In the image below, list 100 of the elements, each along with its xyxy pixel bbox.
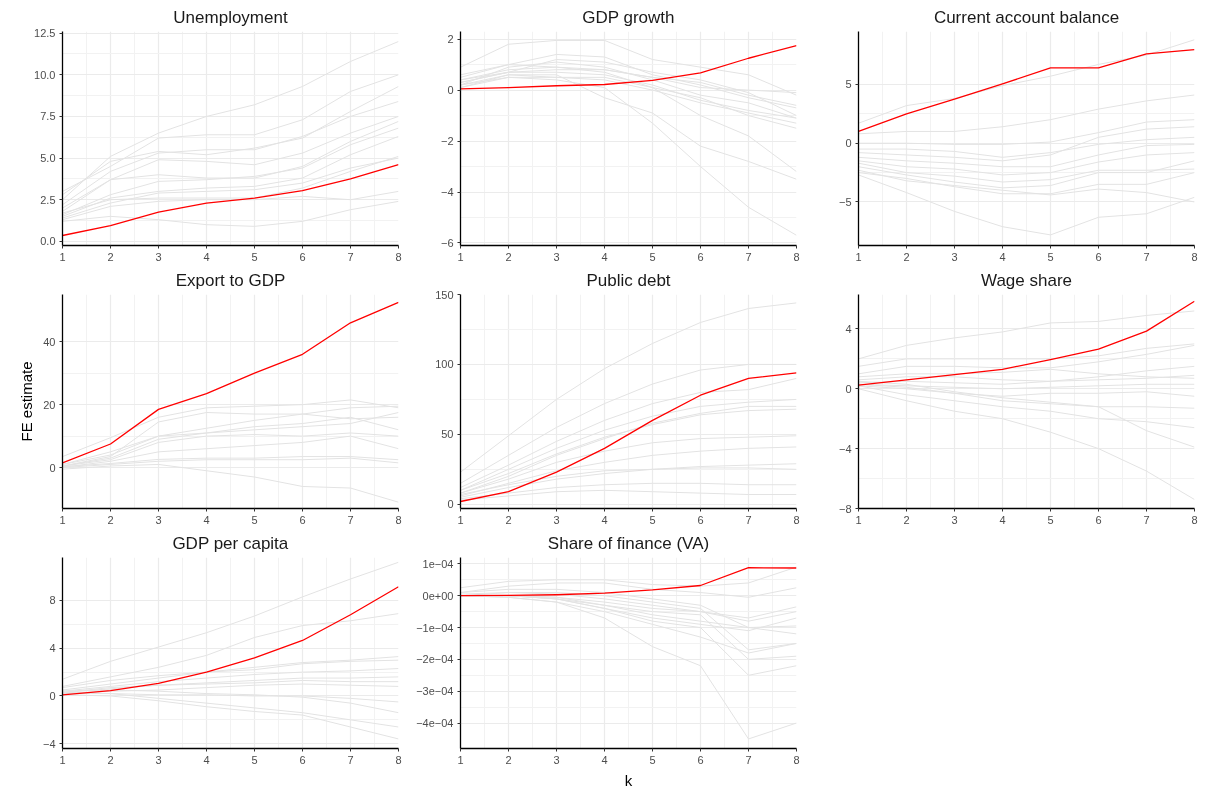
y-tick-label: 1e−04: [422, 557, 454, 570]
y-axis-title: FE estimate: [18, 361, 36, 442]
chart-title: Share of finance (VA): [547, 533, 710, 553]
x-tick-label: 6: [697, 250, 704, 263]
y-tick-label: 40: [43, 335, 56, 348]
x-tick-label: 3: [951, 513, 958, 526]
x-tick-label: 2: [107, 250, 114, 263]
x-tick-label: 5: [251, 250, 258, 263]
y-tick-label: −8: [838, 502, 852, 515]
x-tick-label: 5: [649, 250, 656, 263]
y-tick-label: 0: [845, 382, 852, 395]
y-tick-label: 0.0: [40, 235, 56, 248]
x-tick-label: 4: [601, 250, 608, 263]
x-tick-label: 6: [1095, 250, 1102, 263]
x-tick-label: 4: [999, 250, 1006, 263]
y-tick-label: 20: [43, 398, 56, 411]
x-tick-label: 7: [347, 753, 354, 766]
x-tick-label: 3: [155, 753, 162, 766]
y-tick-label: 0e+00: [422, 589, 454, 602]
y-tick-label: 0: [845, 137, 852, 150]
x-tick-label: 6: [1095, 513, 1102, 526]
x-tick-label: 8: [1191, 250, 1198, 263]
x-tick-label: 6: [299, 513, 306, 526]
x-tick-label: 6: [299, 753, 306, 766]
y-tick-label: 7.5: [40, 110, 56, 123]
x-tick-label: 8: [1191, 513, 1198, 526]
y-tick-label: 5.0: [40, 152, 56, 165]
x-tick-label: 7: [745, 250, 752, 263]
chart-title: GDP per capita: [172, 533, 289, 553]
y-tick-label: −6: [440, 236, 454, 249]
y-tick-label: −5: [838, 195, 852, 208]
x-tick-label: 2: [107, 513, 114, 526]
x-tick-label: 5: [649, 753, 656, 766]
y-tick-label: 8: [49, 594, 56, 607]
x-tick-label: 6: [697, 513, 704, 526]
x-tick-label: 4: [203, 513, 210, 526]
y-tick-label: 0: [447, 84, 454, 97]
x-tick-label: 1: [59, 513, 66, 526]
x-tick-label: 7: [347, 513, 354, 526]
y-tick-label: 12.5: [34, 27, 56, 40]
x-tick-label: 1: [59, 250, 66, 263]
y-tick-label: 4: [49, 642, 56, 655]
x-tick-label: 3: [951, 250, 958, 263]
x-tick-label: 2: [505, 753, 512, 766]
x-tick-label: 7: [347, 250, 354, 263]
y-tick-label: 5: [845, 78, 852, 91]
y-tick-label: 0: [49, 461, 56, 474]
chart-title: Unemployment: [173, 7, 288, 27]
y-tick-label: 4: [845, 322, 852, 335]
x-tick-label: 2: [505, 513, 512, 526]
x-tick-label: 7: [1143, 250, 1150, 263]
x-axis-title: k: [624, 771, 633, 789]
x-tick-label: 2: [107, 753, 114, 766]
x-tick-label: 6: [697, 753, 704, 766]
x-tick-label: 3: [553, 513, 560, 526]
x-tick-label: 5: [1047, 250, 1054, 263]
x-tick-label: 3: [553, 250, 560, 263]
y-tick-label: 50: [441, 428, 454, 441]
x-tick-label: 2: [903, 513, 910, 526]
chart-title: GDP growth: [582, 7, 675, 27]
x-tick-label: 5: [649, 513, 656, 526]
x-tick-label: 3: [553, 753, 560, 766]
x-tick-label: 6: [299, 250, 306, 263]
x-tick-label: 1: [855, 513, 862, 526]
x-tick-label: 7: [1143, 513, 1150, 526]
x-tick-label: 8: [793, 753, 800, 766]
x-tick-label: 5: [1047, 513, 1054, 526]
x-tick-label: 4: [999, 513, 1006, 526]
y-tick-label: −4: [838, 442, 852, 455]
chart-title: Wage share: [980, 270, 1073, 290]
x-tick-label: 1: [457, 250, 464, 263]
x-tick-label: 8: [395, 753, 402, 766]
x-tick-label: 3: [155, 513, 162, 526]
x-tick-label: 7: [745, 753, 752, 766]
x-tick-label: 8: [793, 513, 800, 526]
y-tick-label: −4e−04: [416, 717, 454, 730]
x-tick-label: 7: [745, 513, 752, 526]
x-tick-label: 4: [601, 753, 608, 766]
chart-title: Current account balance: [933, 7, 1120, 27]
y-tick-label: 0: [447, 498, 454, 511]
x-tick-label: 5: [251, 753, 258, 766]
y-tick-label: 2.5: [40, 193, 56, 206]
y-tick-label: 10.0: [34, 68, 56, 81]
x-tick-label: 1: [855, 250, 862, 263]
y-tick-label: 100: [435, 358, 454, 371]
x-tick-label: 8: [395, 513, 402, 526]
y-tick-label: −1e−04: [416, 621, 454, 634]
x-tick-label: 8: [395, 250, 402, 263]
x-tick-label: 1: [59, 753, 66, 766]
y-tick-label: −3e−04: [416, 685, 454, 698]
y-tick-label: −4: [440, 186, 454, 198]
x-tick-label: 8: [793, 250, 800, 263]
x-tick-label: 1: [457, 513, 464, 526]
x-tick-label: 4: [601, 513, 608, 526]
y-tick-label: −2e−04: [416, 653, 454, 666]
y-tick-label: 0: [49, 689, 56, 702]
chart-title: Public debt: [586, 270, 671, 290]
y-tick-label: −4: [42, 737, 56, 750]
y-tick-label: 2: [447, 33, 454, 46]
x-tick-label: 1: [457, 753, 464, 766]
